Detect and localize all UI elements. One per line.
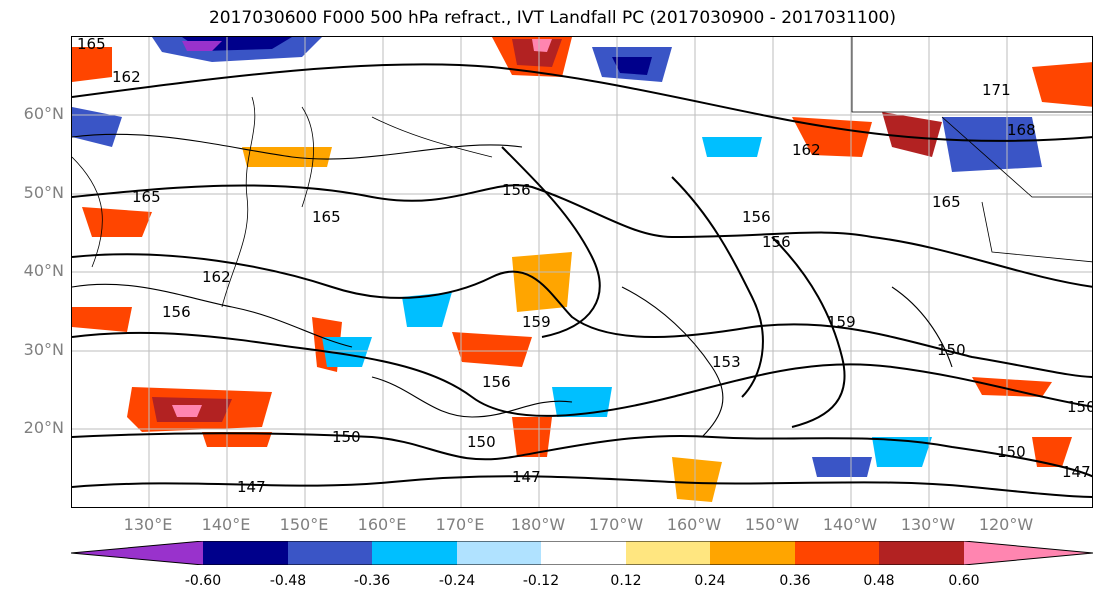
contour-lines-thin xyxy=(72,133,953,438)
lon-label: 170°W xyxy=(588,515,644,534)
colorbar-swatch xyxy=(710,541,795,565)
colorbar-tick: 0.24 xyxy=(694,573,726,589)
contour-label: 168 xyxy=(1007,121,1036,139)
colorbar-swatch xyxy=(626,541,710,565)
contour-label: 165 xyxy=(312,208,341,226)
lon-label: 180°W xyxy=(510,515,566,534)
colorbar-swatch xyxy=(203,541,288,565)
contour-label: 159 xyxy=(522,313,551,331)
contour-label: 165 xyxy=(132,188,161,206)
contour-label: 156 xyxy=(162,303,191,321)
lon-label: 160°E xyxy=(357,515,407,534)
colorbar-tick: -0.24 xyxy=(438,573,476,589)
colorbar-swatch xyxy=(457,541,541,565)
contour-label: 156 xyxy=(502,181,531,199)
colorbar-swatch xyxy=(964,541,1093,565)
colorbar-tick: -0.48 xyxy=(269,573,307,589)
coastlines xyxy=(72,37,1092,308)
colorbar-tick: 0.36 xyxy=(779,573,811,589)
lon-label: 160°W xyxy=(666,515,722,534)
contour-label: 171 xyxy=(982,81,1011,99)
contour-label: 147 xyxy=(237,478,266,496)
contour-label: 165 xyxy=(77,37,106,53)
lon-label: 120°W xyxy=(978,515,1034,534)
contour-label: 162 xyxy=(792,141,821,159)
colorbar-swatch xyxy=(288,541,372,565)
colorbar-swatch xyxy=(541,541,626,565)
lon-label: 140°E xyxy=(201,515,251,534)
contour-label: 147 xyxy=(512,468,541,486)
colorbar-tick: 0.60 xyxy=(948,573,980,589)
contour-label: 150 xyxy=(937,341,966,359)
contour-label: 162 xyxy=(112,68,141,86)
map-canvas: 165 162 171 168 162 156 165 165 165 156 … xyxy=(72,37,1093,507)
contour-label: 156 xyxy=(762,233,791,251)
shading-layer xyxy=(72,37,1092,502)
lat-label: 50°N xyxy=(23,183,64,202)
contour-label: 147 xyxy=(1062,463,1091,481)
contour-label: 150 xyxy=(467,433,496,451)
lon-label: 130°W xyxy=(900,515,956,534)
contour-label: 150 xyxy=(332,428,361,446)
contour-label: 162 xyxy=(202,268,231,286)
contour-label: 165 xyxy=(932,193,961,211)
colorbar xyxy=(71,541,1093,565)
lat-label: 40°N xyxy=(23,261,64,280)
contour-label: 150 xyxy=(997,443,1026,461)
contour-label: 156 xyxy=(482,373,511,391)
colorbar-tick: -0.36 xyxy=(353,573,391,589)
contour-label: 150 xyxy=(1067,398,1093,416)
lon-label: 150°E xyxy=(279,515,329,534)
lon-label: 150°W xyxy=(744,515,800,534)
map-title: 2017030600 F000 500 hPa refract., IVT La… xyxy=(208,8,896,28)
contour-lines xyxy=(72,63,1092,498)
map-panel[interactable]: 165 162 171 168 162 156 165 165 165 156 … xyxy=(71,36,1093,508)
lon-label: 140°W xyxy=(822,515,878,534)
lon-label: 130°E xyxy=(123,515,173,534)
map-gridlines xyxy=(72,37,1092,507)
colorbar-tick: -0.12 xyxy=(522,573,560,589)
colorbar-swatch xyxy=(795,541,879,565)
colorbar-tick: 0.12 xyxy=(610,573,642,589)
lat-label: 20°N xyxy=(23,418,64,437)
lat-label: 60°N xyxy=(23,104,64,123)
colorbar-swatch xyxy=(879,541,964,565)
lon-label: 170°E xyxy=(435,515,485,534)
colorbar-tick: 0.48 xyxy=(863,573,895,589)
contour-label: 153 xyxy=(712,353,741,371)
contour-label: 159 xyxy=(827,313,856,331)
colorbar-swatch xyxy=(372,541,457,565)
lat-label: 30°N xyxy=(23,340,64,359)
colorbar-swatch xyxy=(71,541,203,565)
contour-label: 156 xyxy=(742,208,771,226)
colorbar-tick: -0.60 xyxy=(184,573,222,589)
